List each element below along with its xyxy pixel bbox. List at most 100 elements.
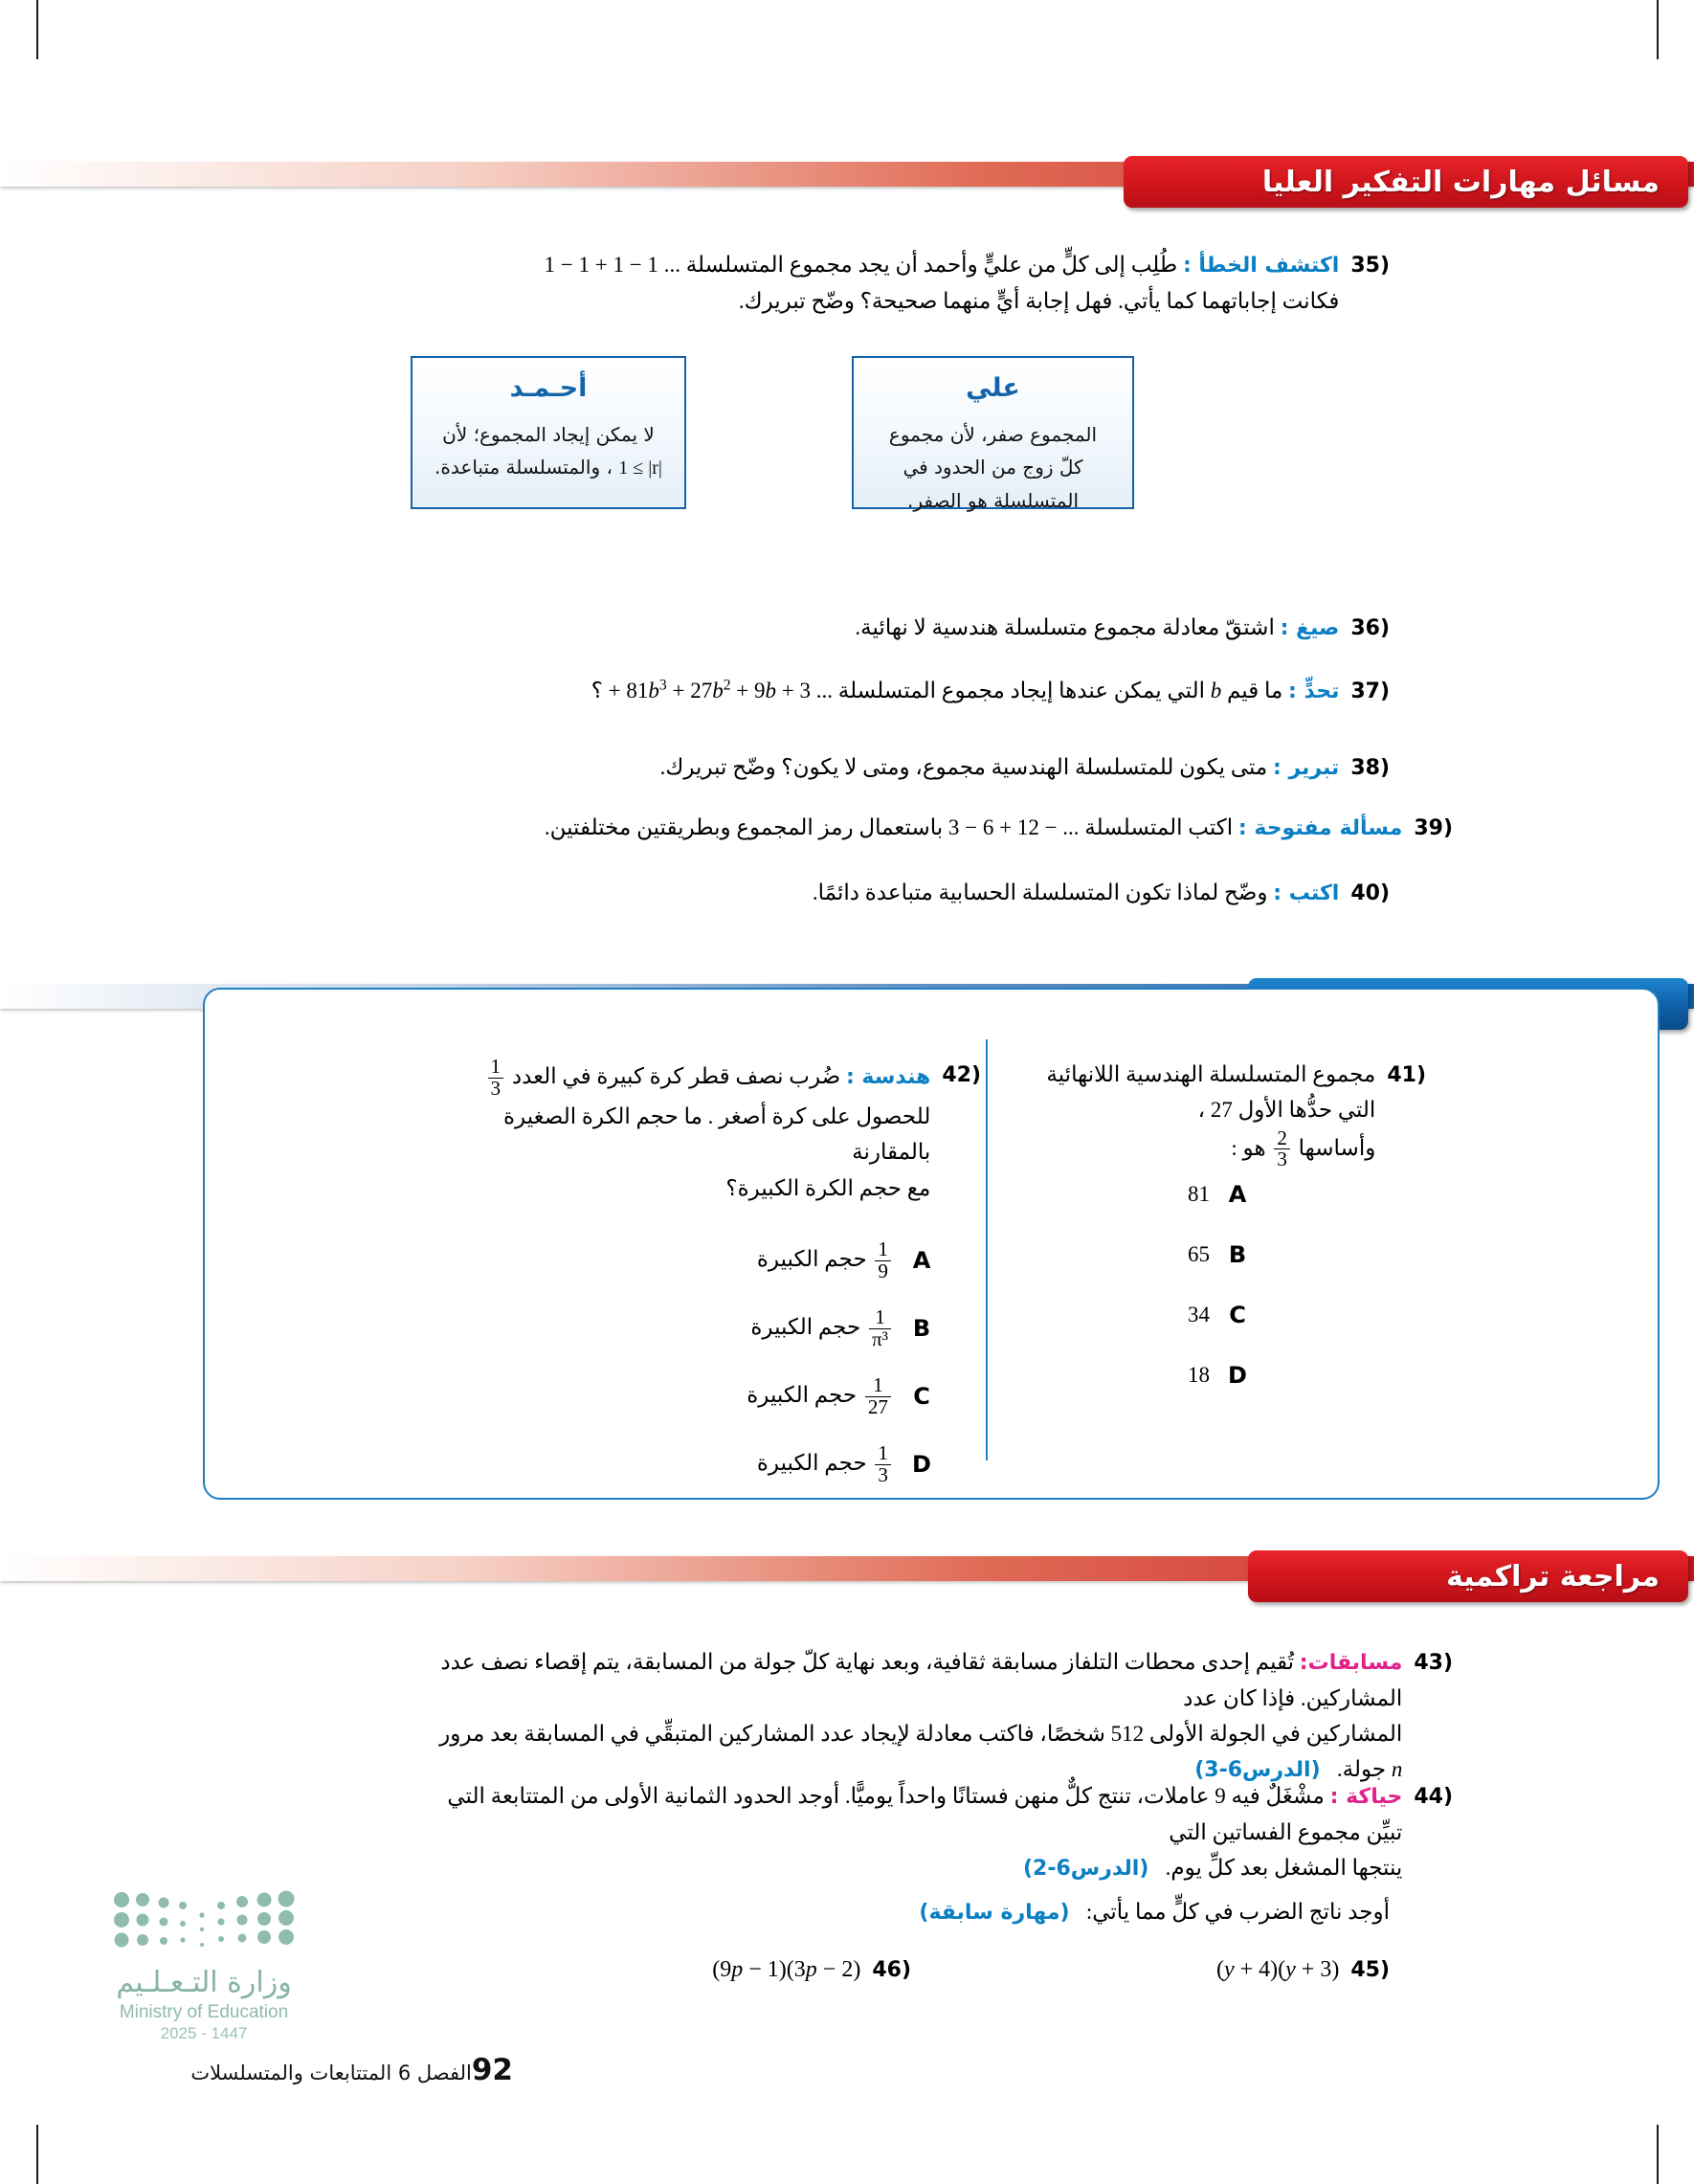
choice-42-b-label: حجم الكبيرة — [750, 1314, 861, 1339]
choice-42-a[interactable]: A 1 9 حجم الكبيرة — [757, 1237, 938, 1281]
problem-43: 43) مسابقات: تُقيم إحدى محطات التلفاز مس… — [433, 1644, 1453, 1788]
choice-42-c[interactable]: C 1 27 حجم الكبيرة — [747, 1373, 938, 1418]
problem-39: 39) مسألة مفتوحة : اكتب المتسلسلة ... 3 … — [433, 810, 1453, 846]
problem-41-comma: ، — [1197, 1098, 1206, 1123]
choice-42-b[interactable]: B 1 π³ حجم الكبيرة — [750, 1306, 938, 1350]
choice-42-a-letter: A — [912, 1247, 931, 1275]
test-practice-box — [203, 988, 1660, 1500]
choice-41-d-letter: D — [1228, 1362, 1247, 1389]
problem-43-lesson-ref[interactable]: (الدرس6-3) — [1194, 1758, 1321, 1783]
answer-box-ali-name: علي — [966, 373, 1020, 403]
problem-42-factor-denominator: 3 — [487, 1077, 504, 1100]
problem-46-expression: (9p − 1)(3p − 2) — [712, 1957, 861, 1982]
choice-42-d-value: 1 3 حجم الكبيرة — [757, 1442, 905, 1486]
problem-44-tag: حياكة : — [1329, 1785, 1403, 1809]
problem-36-body: صيغ : اشتقّ معادلة مجموع متسلسلة هندسية … — [433, 610, 1339, 646]
cumulative-review-banner-label: مراجعة تراكمية — [1248, 1550, 1688, 1602]
choice-41-a-letter: A — [1228, 1181, 1247, 1208]
problem-42-line1a: ضُرب نصف قطر كرة كبيرة في العدد — [511, 1063, 841, 1088]
ministry-of-education-logo: وزارة التـعـلـيم Ministry of Education 2… — [94, 1890, 314, 2043]
problem-43-line2a: المشاركين في الجولة الأولى 512 شخصًا، فا… — [439, 1721, 1403, 1746]
problem-37-variable: b — [1210, 679, 1222, 702]
choice-42-d-denominator: 3 — [875, 1463, 891, 1486]
problem-40-text: وضّح لماذا تكون المتسلسلة الحسابية متباع… — [812, 880, 1268, 904]
answer-box-ali: علي المجموع صفر، لأن مجموع كلّ زوج من ال… — [852, 356, 1134, 512]
problem-44-line1: مشْغَلٌ فيه 9 عاملات، تنتج كلٌّ منهن فست… — [447, 1784, 1403, 1844]
choice-42-b-letter: B — [912, 1315, 931, 1343]
answer-box-ahmed-math: 1 ≤ |r| — [618, 457, 662, 479]
problem-44-line2: ينتجها المشغل بعد كلِّ يوم. — [1165, 1855, 1403, 1880]
choice-42-a-value: 1 9 حجم الكبيرة — [757, 1237, 905, 1281]
choice-42-c-numerator: 1 — [873, 1373, 883, 1396]
problem-39-tag: مسألة مفتوحة : — [1237, 816, 1403, 840]
choice-42-d[interactable]: D 1 3 حجم الكبيرة — [757, 1442, 938, 1486]
multiply-instruction-skill-ref[interactable]: (مهارة سابقة) — [919, 1901, 1070, 1925]
problem-35-line1-pre: طُلِب إلى كلٍّ من عليٍّ وأحمد أن يجد مجم… — [663, 253, 1178, 277]
choice-42-d-letter: D — [912, 1451, 931, 1479]
answer-box-ahmed-text-pre: لا يمكن إيجاد المجموع؛ لأن — [442, 423, 655, 446]
moe-logo-years: 2025 - 1447 — [160, 2024, 248, 2042]
choice-41-a-value: 81 — [1188, 1182, 1210, 1206]
problem-41-ratio-numerator: 2 — [1277, 1125, 1287, 1149]
problem-39-body: مسألة مفتوحة : اكتب المتسلسلة ... 3 − 6 … — [433, 810, 1402, 846]
moe-dots-icon — [114, 1890, 295, 1948]
problem-39-number: 39) — [1414, 816, 1453, 840]
problem-41-ratio-fraction: 2 3 — [1274, 1125, 1290, 1170]
crop-mark-bottom-left — [36, 2125, 38, 2184]
crop-mark-top-right — [1657, 0, 1659, 59]
test-practice-divider — [986, 1039, 988, 1460]
problem-38-text: متى يكون للمتسلسلة الهندسية مجموع، ومتى … — [659, 755, 1268, 779]
choice-42-c-value: 1 27 حجم الكبيرة — [747, 1373, 905, 1418]
problem-41-first-term: 27 — [1210, 1098, 1233, 1123]
multiply-instruction-text: أوجد ناتج الضرب في كلٍّ مما يأتي: — [1085, 1900, 1390, 1924]
problem-42-number: 42) — [942, 1063, 981, 1087]
problem-44-lesson-ref[interactable]: (الدرس6-2) — [1022, 1856, 1149, 1881]
problem-36-text: اشتقّ معادلة مجموع متسلسلة هندسية لا نها… — [855, 615, 1275, 639]
choice-42-a-numerator: 1 — [878, 1237, 888, 1260]
choice-41-d[interactable]: D 18 — [1188, 1362, 1254, 1389]
problem-42-line2: للحصول على كرة أصغر . ما حجم الكرة الصغي… — [503, 1104, 931, 1165]
choice-42-b-denominator: π³ — [868, 1327, 891, 1350]
problem-43-body: مسابقات: تُقيم إحدى محطات التلفاز مسابقة… — [433, 1644, 1402, 1788]
problem-41: 41) مجموع المتسلسلة الهندسية اللانهائية … — [1024, 1057, 1426, 1170]
problem-37: 37) تحدٍّ : ما قيم b التي يمكن عندها إيج… — [433, 673, 1390, 709]
problem-37-text-pre: ما قيم — [1226, 679, 1283, 702]
answer-box-ali-text: المجموع صفر، لأن مجموع كلّ زوج من الحدود… — [888, 423, 1098, 512]
moe-logo-english-text: Ministry of Education — [119, 2002, 289, 2022]
answer-box-ahmed-text-post: ، والمتسلسلة متباعدة. — [435, 456, 613, 479]
cumulative-review-banner: مراجعة تراكمية — [0, 1550, 1694, 1610]
problem-45-46-row: 45) (y + 4)(y + 3) 46) (9p − 1)(3p − 2) — [433, 1957, 1390, 1983]
problem-44-body: حياكة : مشْغَلٌ فيه 9 عاملات، تنتج كلٌّ … — [433, 1778, 1402, 1886]
problem-43-line2b: جولة. — [1336, 1757, 1387, 1782]
problem-38-number: 38) — [1350, 756, 1390, 780]
problem-39-text-post: باستعمال رمز المجموع وبطريقتين مختلفتين. — [544, 815, 944, 839]
problem-35: 35) اكتشف الخطأ : طُلِب إلى كلٍّ من عليٍ… — [433, 247, 1390, 319]
choice-42-c-label: حجم الكبيرة — [747, 1382, 858, 1407]
choice-41-c[interactable]: C 34 — [1188, 1302, 1254, 1328]
problem-37-text-post: ؟ — [591, 679, 603, 702]
answer-box-ahmed-name: أحـمـد — [509, 373, 588, 403]
problem-35-series: 1 − 1 + 1 − 1 — [544, 253, 658, 277]
choice-41-a[interactable]: A 81 — [1188, 1181, 1254, 1208]
problem-42-tag: هندسة : — [845, 1064, 931, 1089]
problem-41-body: مجموع المتسلسلة الهندسية اللانهائية التي… — [1024, 1057, 1375, 1170]
problem-37-body: تحدٍّ : ما قيم b التي يمكن عندها إيجاد م… — [433, 673, 1340, 709]
problem-40-tag: اكتب : — [1273, 881, 1340, 905]
problem-41-line2b: هو : — [1231, 1135, 1266, 1160]
problem-39-text-pre: اكتب المتسلسلة ... — [1062, 815, 1234, 839]
problem-45-number: 45) — [1350, 1958, 1390, 1982]
choice-42-c-denominator: 27 — [864, 1395, 891, 1418]
problem-46: 46) (9p − 1)(3p − 2) — [433, 1957, 911, 1983]
crop-mark-bottom-right — [1657, 2125, 1659, 2184]
choice-41-b[interactable]: B 65 — [1188, 1241, 1254, 1268]
problem-36: 36) صيغ : اشتقّ معادلة مجموع متسلسلة هند… — [433, 610, 1390, 646]
choice-42-b-fraction: 1 π³ — [868, 1306, 891, 1350]
choice-42-b-value: 1 π³ حجم الكبيرة — [750, 1306, 905, 1350]
problem-37-text-mid: التي يمكن عندها إيجاد مجموع المتسلسلة ..… — [815, 679, 1205, 702]
hots-banner: مسائل مهارات التفكير العليا — [0, 156, 1694, 215]
choice-41-b-value: 65 — [1188, 1242, 1210, 1266]
hots-banner-label: مسائل مهارات التفكير العليا — [1124, 156, 1688, 208]
problem-41-number: 41) — [1387, 1063, 1426, 1087]
problem-44: 44) حياكة : مشْغَلٌ فيه 9 عاملات، تنتج ك… — [433, 1778, 1453, 1886]
